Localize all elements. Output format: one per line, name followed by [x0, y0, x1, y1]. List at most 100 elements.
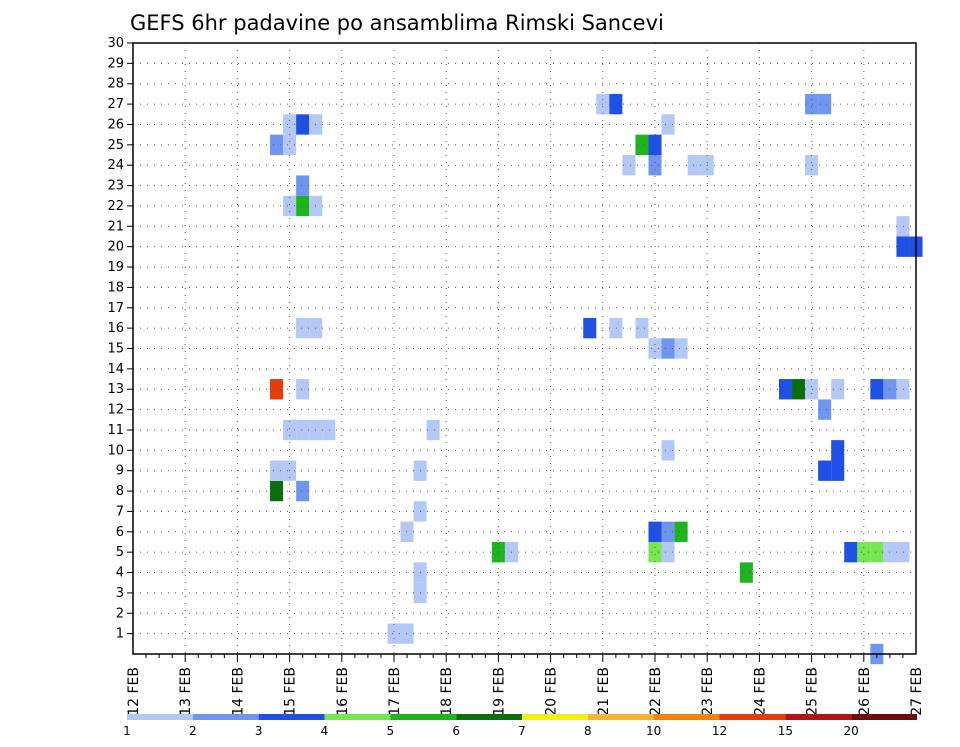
- y-tick-label: 6: [116, 525, 124, 540]
- legend-label: 7: [518, 724, 526, 738]
- x-tick-label: 21 FEB: [596, 667, 612, 716]
- y-tick-label: 14: [107, 362, 124, 377]
- x-tick-label: 24 FEB: [752, 667, 768, 716]
- precip-cell: [400, 623, 414, 644]
- grid-lines: [133, 42, 916, 654]
- precip-cell: [831, 460, 845, 481]
- precip-cell: [296, 419, 310, 441]
- precip-cell: [648, 338, 662, 359]
- y-tick-label: 9: [116, 464, 124, 479]
- y-tick-label: 21: [107, 219, 124, 234]
- x-axis: 12 FEB 13 FEB 14 FEB 15 FEB 16 FEB 17 FEB 18 F…: [126, 654, 925, 716]
- precip-cell: [387, 623, 401, 644]
- precip-cell: [896, 216, 910, 237]
- precip-cell: [296, 175, 310, 196]
- legend-swatch: [587, 714, 654, 720]
- y-tick-label: 2: [116, 606, 124, 621]
- y-tick-label: 22: [107, 199, 124, 214]
- x-tick-label: 25 FEB: [805, 667, 821, 716]
- y-tick-label: 30: [107, 36, 124, 51]
- precip-cell: [805, 379, 819, 400]
- y-tick-label: 15: [107, 342, 124, 357]
- legend-label: 12: [712, 724, 727, 738]
- legend-swatch: [653, 714, 720, 720]
- y-tick-label: 11: [107, 423, 124, 438]
- precip-cell: [687, 155, 701, 176]
- y-tick-label: 19: [107, 260, 124, 275]
- y-tick-label: 3: [116, 586, 124, 601]
- legend-label: 5: [387, 724, 395, 738]
- precip-cell: [609, 317, 623, 339]
- precip-cell: [609, 93, 623, 115]
- x-tick-label: 13 FEB: [178, 667, 194, 716]
- y-tick-label: 4: [116, 566, 124, 581]
- y-tick-label: 28: [107, 77, 124, 92]
- legend-swatch: [785, 714, 852, 720]
- precip-cell: [270, 460, 284, 481]
- y-tick-label: 29: [107, 56, 124, 71]
- precip-cell: [648, 521, 662, 542]
- legend-swatch: [324, 714, 391, 720]
- legend-label: 3: [255, 724, 263, 738]
- precip-cell: [831, 379, 845, 400]
- precip-cell: [778, 379, 793, 400]
- y-tick-label: 26: [107, 117, 124, 132]
- x-tick-label: 20 FEB: [544, 667, 560, 716]
- x-tick-label: 16 FEB: [335, 667, 351, 716]
- x-tick-label: 26 FEB: [857, 667, 873, 716]
- precip-cell: [739, 562, 753, 583]
- y-tick-label: 24: [107, 158, 124, 173]
- y-tick-label: 20: [107, 240, 124, 255]
- y-tick-label: 7: [116, 504, 124, 519]
- x-tick-label: 19 FEB: [491, 667, 507, 716]
- legend-label: 6: [452, 724, 460, 738]
- legend-swatch: [851, 714, 917, 720]
- precip-cell: [400, 521, 414, 542]
- precip-cell: [635, 317, 649, 339]
- precip-cell: [831, 440, 845, 461]
- precip-cell: [818, 460, 832, 481]
- precip-cell: [870, 541, 884, 563]
- y-tick-label: 17: [107, 301, 124, 316]
- x-tick-label: 14 FEB: [230, 667, 246, 716]
- precip-cell: [661, 521, 675, 542]
- precip-cell: [805, 155, 819, 176]
- precip-cell: [635, 134, 649, 156]
- precip-cell: [270, 134, 284, 156]
- precip-cell: [844, 541, 858, 563]
- legend-swatch: [390, 714, 457, 720]
- precip-cell: [648, 134, 662, 156]
- precip-cell: [296, 317, 310, 339]
- precip-cells: [270, 93, 923, 665]
- precip-cell: [296, 480, 310, 502]
- y-tick-label: 18: [107, 280, 124, 295]
- y-tick-label: 23: [107, 179, 124, 194]
- precip-cell: [661, 440, 675, 461]
- precip-cell: [283, 134, 297, 156]
- y-tick-label: 5: [116, 545, 124, 560]
- legend-label: 1: [123, 724, 131, 738]
- precip-cell: [661, 338, 675, 359]
- precip-cell: [296, 114, 310, 135]
- precip-cell: [896, 541, 910, 563]
- precip-cell: [896, 379, 910, 400]
- legend-label: 15: [778, 724, 793, 738]
- precip-cell: [661, 541, 675, 563]
- precip-cell: [296, 379, 310, 400]
- precip-cell: [857, 541, 871, 563]
- precip-cell: [818, 399, 832, 420]
- y-tick-label: 1: [116, 627, 124, 642]
- precip-cell: [661, 114, 675, 135]
- precip-cell: [283, 114, 297, 135]
- x-tick-label: 12 FEB: [126, 667, 142, 716]
- legend-swatch: [127, 714, 193, 720]
- x-tick-label: 23 FEB: [700, 667, 716, 716]
- legend-swatch: [192, 714, 259, 720]
- precip-cell: [270, 480, 284, 502]
- legend-label: 10: [646, 724, 661, 738]
- y-tick-label: 13: [107, 382, 124, 397]
- precip-cell: [674, 521, 688, 542]
- precip-cell: [805, 93, 819, 115]
